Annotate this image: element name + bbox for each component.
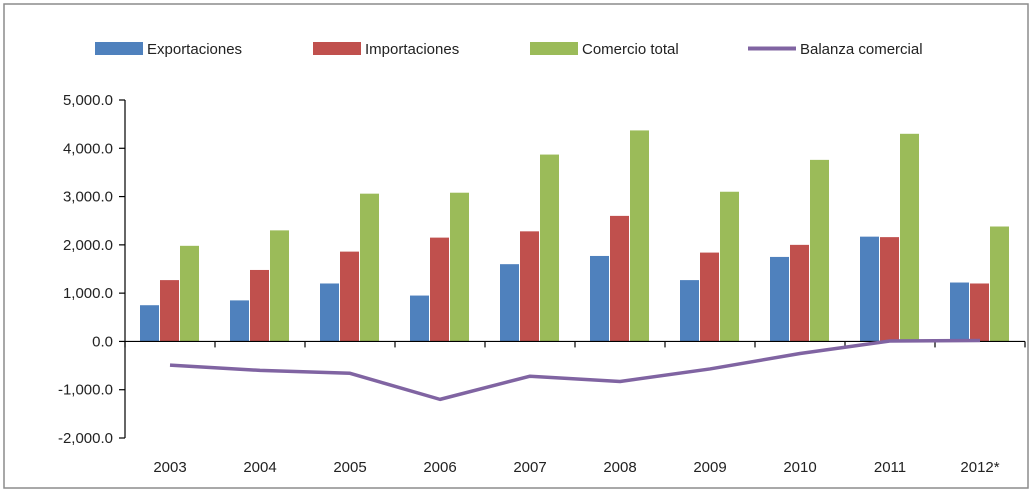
x-tick-label: 2011 <box>874 459 906 476</box>
y-tick-label: 3,000.0 <box>63 189 113 206</box>
bar-importaciones-2011 <box>880 237 899 342</box>
bar-exportaciones-2012 <box>950 282 969 342</box>
bar-exportaciones-2004 <box>230 300 249 342</box>
bar-exportaciones-2003 <box>140 305 159 342</box>
bar-comercio-total-2009 <box>720 191 739 342</box>
legend-swatch-importaciones <box>313 42 361 55</box>
x-tick-label: 2005 <box>333 459 366 476</box>
legend-swatch-exportaciones <box>95 42 143 55</box>
x-tick-label: 2003 <box>153 459 186 476</box>
legend-label-importaciones: Importaciones <box>365 41 459 58</box>
y-tick-label: 1,000.0 <box>63 285 113 302</box>
x-tick-label: 2006 <box>423 459 456 476</box>
bar-importaciones-2006 <box>430 237 449 342</box>
x-tick-label: 2008 <box>603 459 636 476</box>
bar-comercio-total-2008 <box>630 130 649 342</box>
y-tick-label: 2,000.0 <box>63 237 113 254</box>
bar-comercio-total-2012 <box>990 226 1009 342</box>
lines <box>169 338 981 402</box>
bar-exportaciones-2005 <box>320 283 339 342</box>
chart-border <box>3 3 1029 489</box>
bar-exportaciones-2007 <box>500 264 519 342</box>
bar-exportaciones-2006 <box>410 295 429 342</box>
bar-exportaciones-2011 <box>860 236 879 342</box>
line-balanza-comercial <box>169 338 981 402</box>
bar-exportaciones-2008 <box>590 255 609 342</box>
y-tick-label: 0.0 <box>92 333 113 350</box>
bar-comercio-total-2010 <box>810 159 829 342</box>
y-axis: 5,000.0 4,000.0 3,000.0 2,000.0 1,000.0 0.0 -1… <box>58 92 126 447</box>
x-tick-label: 2004 <box>243 459 276 476</box>
bar-importaciones-2010 <box>790 244 809 342</box>
bar-importaciones-2012 <box>970 283 989 342</box>
bar-comercio-total-2004 <box>270 230 289 342</box>
bar-importaciones-2003 <box>160 280 179 342</box>
bar-exportaciones-2010 <box>770 256 789 342</box>
bar-exportaciones-2009 <box>680 280 699 342</box>
x-tick-label: 2010 <box>783 459 816 476</box>
x-tick-label: 2012* <box>960 459 999 476</box>
bar-importaciones-2008 <box>610 215 629 342</box>
bar-comercio-total-2006 <box>450 192 469 342</box>
bar-importaciones-2005 <box>340 251 359 342</box>
x-tick-label: 2007 <box>513 459 546 476</box>
legend-label-exportaciones: Exportaciones <box>147 41 242 58</box>
legend-label-balanza-comercial: Balanza comercial <box>800 41 923 58</box>
x-tick-label: 2009 <box>693 459 726 476</box>
bar-comercio-total-2003 <box>180 245 199 342</box>
legend-label-comercio-total: Comercio total <box>582 41 679 58</box>
bar-comercio-total-2011 <box>900 133 919 342</box>
bar-comercio-total-2005 <box>360 193 379 342</box>
legend-swatch-comercio-total <box>530 42 578 55</box>
bars <box>140 130 1009 342</box>
y-tick-label: -1,000.0 <box>58 382 113 399</box>
legend: Exportaciones Importaciones Comercio total… <box>95 41 923 58</box>
bar-importaciones-2004 <box>250 269 269 342</box>
bar-importaciones-2007 <box>520 231 539 342</box>
y-tick-label: -2,000.0 <box>58 430 113 447</box>
bar-comercio-total-2007 <box>540 154 559 342</box>
y-tick-label: 4,000.0 <box>63 140 113 157</box>
y-tick-label: 5,000.0 <box>63 92 113 109</box>
bar-importaciones-2009 <box>700 252 719 342</box>
x-axis: 2003 2004 2005 2006 2007 2008 2009 2010 2011 2012… <box>124 340 1026 476</box>
